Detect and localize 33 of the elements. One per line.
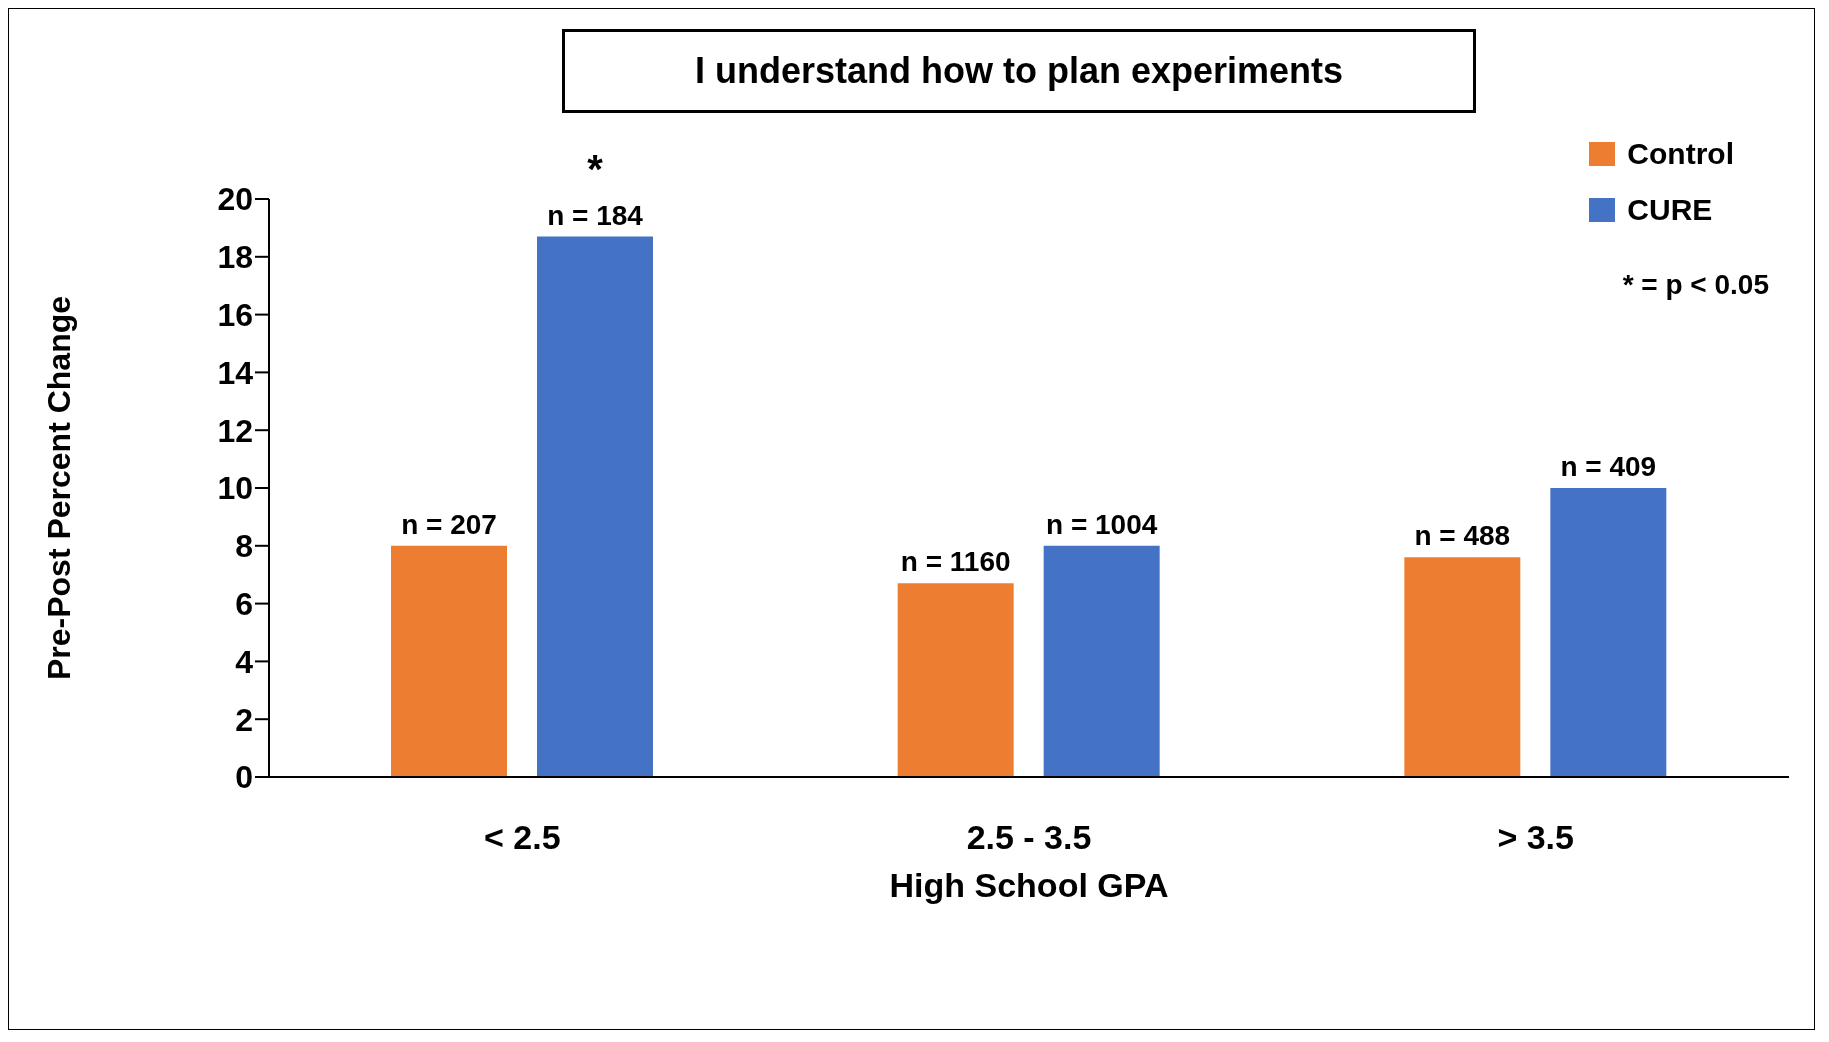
chart-title: I understand how to plan experiments xyxy=(562,29,1476,113)
legend-label: CURE xyxy=(1627,193,1713,227)
bar xyxy=(897,583,1014,777)
annotation: n = 207 xyxy=(401,508,497,540)
x-tick-label: < 2.5 xyxy=(484,818,561,857)
bar xyxy=(391,545,507,777)
x-tick-label: > 3.5 xyxy=(1497,818,1574,857)
y-tick-label: 14 xyxy=(217,354,254,391)
annotation: n = 488 xyxy=(1414,520,1511,552)
y-axis-title: Pre-Post Percent Change xyxy=(41,295,78,681)
y-tick-label: 0 xyxy=(235,759,253,796)
y-tick-label: 2 xyxy=(235,701,253,738)
annotation: n = 184 xyxy=(547,199,644,231)
annotation: * = p < 0.05 xyxy=(1622,269,1769,301)
bar xyxy=(1404,557,1521,777)
bar xyxy=(1043,545,1160,777)
y-tick-label: 16 xyxy=(217,296,253,333)
y-tick-label: 4 xyxy=(235,643,254,680)
text: * xyxy=(587,146,604,191)
annotation: n = 1160 xyxy=(900,546,1011,578)
x-tick-label: 2.5 - 3.5 xyxy=(966,818,1092,857)
y-tick-label: 12 xyxy=(217,412,253,449)
x-axis-title: High School GPA xyxy=(889,866,1169,904)
legend-label: Control xyxy=(1627,137,1734,171)
y-tick-label: 8 xyxy=(235,528,253,565)
y-tick-label: 10 xyxy=(217,470,253,507)
bar xyxy=(1550,488,1667,777)
annotation: n = 409 xyxy=(1560,451,1657,482)
y-tick-label: 18 xyxy=(217,239,253,276)
y-tick-label: 20 xyxy=(217,181,253,218)
bar xyxy=(537,236,653,777)
y-tick-label: 6 xyxy=(235,585,253,622)
annotation: n = 1004 xyxy=(1046,508,1158,540)
